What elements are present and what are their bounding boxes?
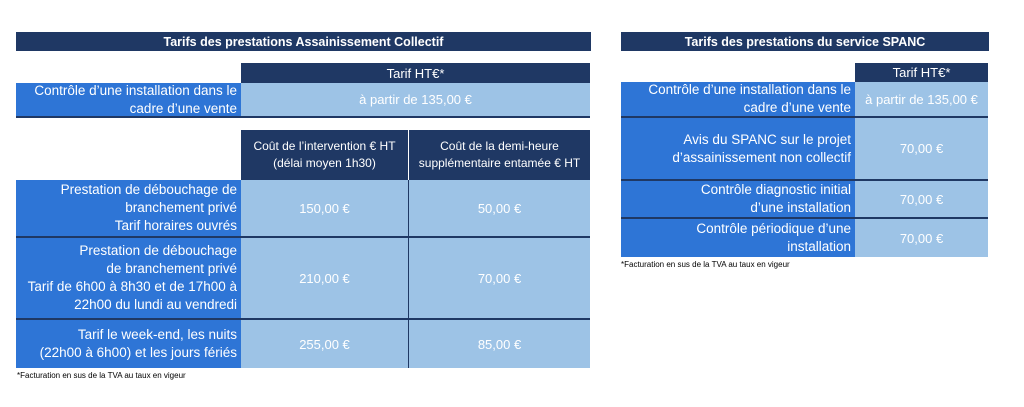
left-row-cost: 210,00 € xyxy=(241,238,409,320)
left-controle-value: à partir de 135,00 € xyxy=(241,83,590,118)
left-row-label: Prestation de débouchage de branchement … xyxy=(16,180,241,238)
left-col-extra-header: Coût de la demi-heure supplémentaire ent… xyxy=(409,130,590,180)
right-footnote: *Facturation en sus de la TVA au taux en… xyxy=(621,260,790,269)
left-table-title: Tarifs des prestations Assainissement Co… xyxy=(16,32,591,51)
left-row-extra: 50,00 € xyxy=(409,180,590,238)
right-row-value: 70,00 € xyxy=(855,181,988,219)
right-row-label: Contrôle d’une installation dans le cadr… xyxy=(621,82,855,118)
right-row-value: à partir de 135,00 € xyxy=(855,82,988,118)
left-row-label: Prestation de débouchage de branchement … xyxy=(16,238,241,320)
right-row-label: Contrôle périodique d’une installation xyxy=(621,219,855,257)
right-row-label: Contrôle diagnostic initial d’une instal… xyxy=(621,181,855,219)
left-controle-label: Contrôle d’une installation dans le cadr… xyxy=(16,83,241,118)
right-table-title: Tarifs des prestations du service SPANC xyxy=(621,32,989,51)
left-tarif-header: Tarif HT€* xyxy=(241,63,590,83)
left-row-extra: 85,00 € xyxy=(409,320,590,368)
left-row-label: Tarif le week-end, les nuits (22h00 à 6h… xyxy=(16,320,241,368)
left-row-extra: 70,00 € xyxy=(409,238,590,320)
left-row-cost: 150,00 € xyxy=(241,180,409,238)
right-tarif-header: Tarif HT€* xyxy=(855,63,988,82)
left-footnote: *Facturation en sus de la TVA au taux en… xyxy=(17,371,186,380)
right-row-value: 70,00 € xyxy=(855,118,988,181)
right-row-label: Avis du SPANC sur le projet d’assainisse… xyxy=(621,118,855,181)
left-col-cost-header: Coût de l’intervention € HT (délai moyen… xyxy=(241,130,409,180)
right-row-value: 70,00 € xyxy=(855,219,988,257)
left-row-cost: 255,00 € xyxy=(241,320,409,368)
